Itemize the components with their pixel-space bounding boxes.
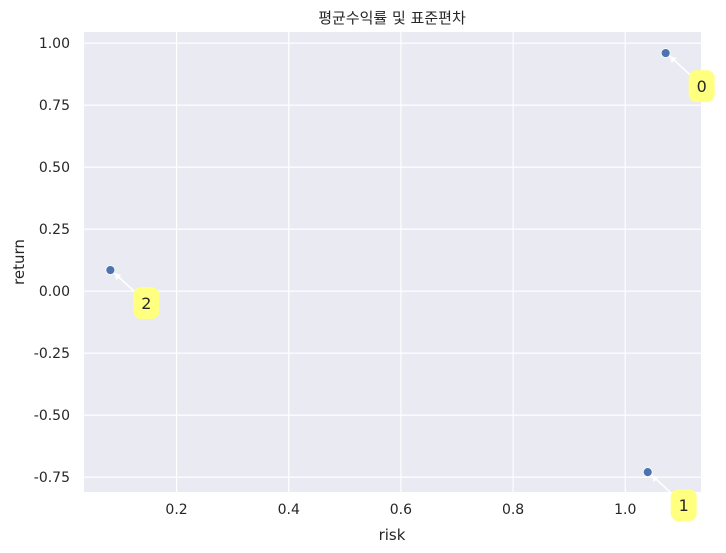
annotated-point: 2	[105, 265, 160, 320]
y-tick-label: 0.00	[39, 284, 70, 300]
y-tick-label: 0.50	[39, 160, 70, 176]
y-tick-label: 1.00	[39, 36, 70, 52]
x-tick-label: 0.4	[278, 502, 300, 518]
y-tick-label: -0.75	[34, 470, 70, 486]
annotated-point: 0	[660, 48, 715, 103]
grid-lines	[84, 32, 701, 492]
annotation-box	[133, 287, 160, 320]
y-tick-label: -0.25	[34, 346, 70, 362]
y-tick-label: -0.50	[34, 408, 70, 424]
y-tick-label: 0.75	[39, 98, 70, 114]
annotated-point: 1	[642, 467, 697, 522]
point-label: 1	[679, 496, 689, 515]
data-point	[642, 467, 653, 478]
x-tick-label: 0.2	[165, 502, 187, 518]
data-point	[660, 48, 671, 58]
x-tick-label: 1.0	[614, 502, 636, 518]
chart-title: 평균수익률 및 표준편차	[318, 9, 466, 27]
point-label: 2	[141, 294, 151, 313]
data-point	[105, 265, 116, 275]
annotation-arrowhead	[651, 475, 659, 483]
annotation-arrowhead	[669, 56, 677, 64]
tick-labels: 0.2 0.4 0.6 0.8 1.0 1.00 0.75 0.50 0.25 0.00 -0.25…	[34, 36, 637, 518]
data-points: 0 1 2	[105, 48, 715, 522]
x-tick-label: 0.8	[502, 502, 524, 518]
annotation-box	[688, 70, 715, 103]
x-axis-label: risk	[379, 526, 406, 544]
annotation-arrowhead	[114, 273, 122, 281]
x-tick-label: 0.6	[390, 502, 412, 518]
point-label: 0	[697, 77, 707, 96]
y-tick-label: 0.25	[39, 222, 70, 238]
annotation-box	[670, 489, 697, 522]
y-axis-label: return	[10, 239, 28, 285]
